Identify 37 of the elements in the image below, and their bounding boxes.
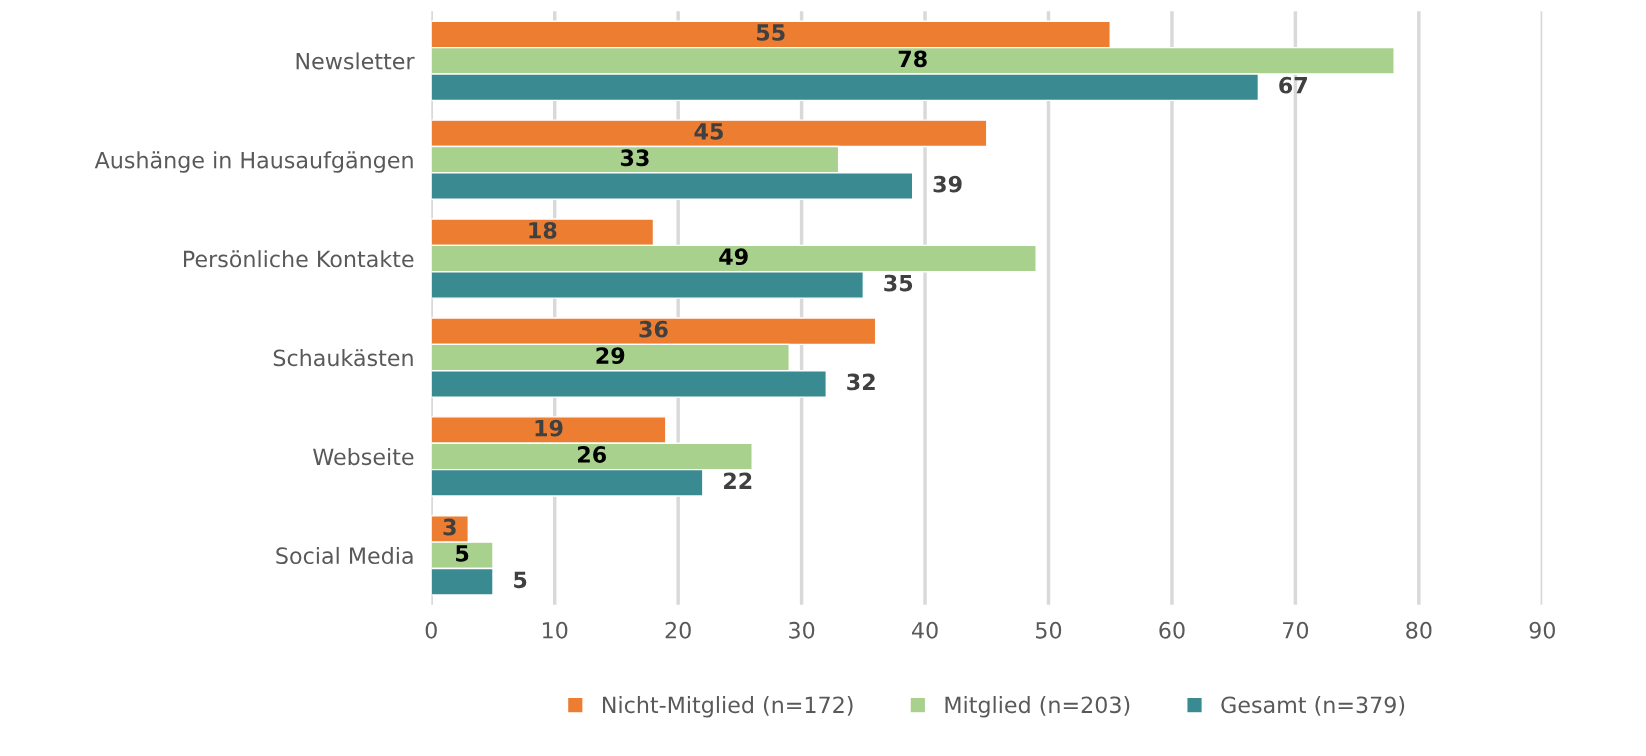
y-tick-label: Schaukästen [273, 349, 413, 367]
data-label: 55 [756, 24, 785, 41]
data-label: 5 [514, 571, 527, 589]
x-tick-label: 10 [543, 621, 568, 639]
x-tick-label: 80 [1406, 621, 1432, 639]
x-tick-label: 70 [1283, 621, 1309, 639]
data-label: 45 [694, 123, 723, 140]
y-tick-label: Webseite [313, 447, 414, 466]
data-label: 78 [898, 50, 927, 68]
data-label: 22 [724, 472, 752, 489]
data-label: 36 [639, 320, 668, 338]
data-label: 49 [719, 248, 748, 266]
data-label: 67 [1279, 76, 1307, 94]
x-tick-label: 90 [1529, 621, 1555, 639]
x-tick-label: 20 [665, 621, 691, 639]
data-label: 26 [578, 446, 606, 463]
data-label: 33 [620, 149, 649, 167]
data-label: 5 [456, 545, 469, 562]
x-tick-label: 50 [1036, 621, 1062, 639]
x-tick-label: 60 [1159, 621, 1185, 639]
data-label: 29 [596, 347, 625, 364]
legend-label: Mitglied (n=203) [945, 696, 1130, 718]
data-label: 19 [535, 419, 563, 437]
y-tick-label: Newsletter [296, 52, 415, 70]
y-tick-label: Aushänge in Hausaufgängen [94, 151, 413, 173]
legend-label: Nicht-Mitglied (n=172) [603, 696, 853, 718]
y-tick-label: Social Media [276, 546, 413, 565]
x-tick-label: 30 [789, 621, 815, 639]
data-label: 39 [933, 175, 962, 193]
data-label: 18 [529, 221, 557, 239]
data-label: 32 [847, 373, 875, 391]
legend-label: Gesamt (n=379) [1221, 696, 1405, 716]
x-tick-label: 0 [425, 621, 437, 639]
y-tick-label: Persönliche Kontakte [184, 250, 414, 268]
data-label: 3 [443, 518, 456, 536]
data-label: 35 [884, 274, 913, 292]
x-tick-label: 40 [912, 621, 938, 639]
